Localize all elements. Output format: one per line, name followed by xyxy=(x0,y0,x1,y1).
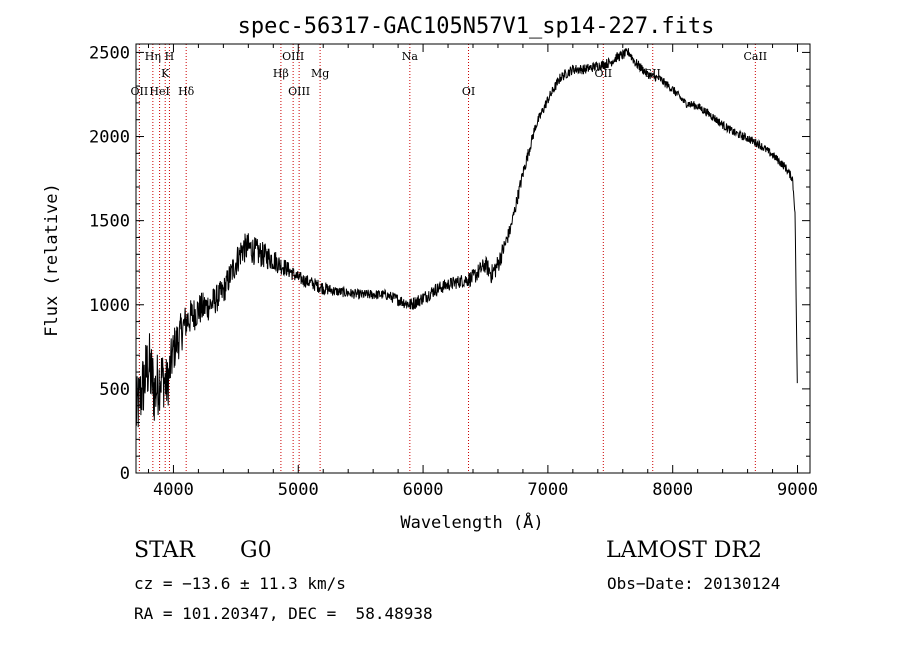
survey-name: LAMOST DR2 xyxy=(606,538,762,563)
y-tick-label: 1000 xyxy=(89,296,130,316)
marker-lines xyxy=(138,44,756,473)
spectral-line-label: Na xyxy=(402,50,419,63)
y-tick-label: 1500 xyxy=(89,212,130,232)
x-tick-label: 7000 xyxy=(527,480,568,500)
spectral-line-label: OIII xyxy=(288,85,310,98)
spectral-line-label: HeI xyxy=(149,85,169,98)
chart-title: spec-56317-GAC105N57V1_sp14-227.fits xyxy=(238,14,715,39)
obs-date: Obs−Date: 20130124 xyxy=(607,574,781,593)
x-tick-label: 9000 xyxy=(777,480,818,500)
x-axis: 4000 5000 6000 7000 8000 9000 xyxy=(147,44,818,500)
spectral-line-label: OII xyxy=(131,85,149,98)
x-tick-label: 6000 xyxy=(403,480,444,500)
spectral-line-label: K xyxy=(161,67,170,80)
x-tick-label: 4000 xyxy=(153,480,194,500)
y-tick-label: 0 xyxy=(120,464,130,484)
y-tick-label: 500 xyxy=(99,380,130,400)
spectral-line-label: OI xyxy=(462,85,475,98)
object-class: STAR xyxy=(134,538,195,563)
spectral-line-label: Hδ xyxy=(178,85,195,98)
y-tick-label: 2000 xyxy=(89,128,130,148)
spectral-line-label: H xyxy=(165,50,175,63)
x-tick-label: 8000 xyxy=(652,480,693,500)
spectrum-series-line xyxy=(135,48,798,428)
spectral-line-label: Mg xyxy=(311,67,329,80)
spectral-line-label: OIII xyxy=(282,50,304,63)
coordinates: RA = 101.20347, DEC = 58.48938 xyxy=(134,604,433,623)
redshift-cz: cz = −13.6 ± 11.3 km/s xyxy=(134,574,346,593)
x-axis-label: Wavelength (Å) xyxy=(400,511,543,533)
object-subclass: G0 xyxy=(240,538,272,563)
spectral-line-label: Hβ xyxy=(273,67,289,80)
y-axis: 0 500 1000 1500 2000 2500 xyxy=(89,43,810,484)
spectral-line-label: CaII xyxy=(743,50,767,63)
spectral-line-label: Hη xyxy=(145,50,161,63)
y-tick-label: 2500 xyxy=(89,43,130,63)
y-axis-label: Flux (relative) xyxy=(42,183,62,337)
x-tick-label: 5000 xyxy=(278,480,319,500)
